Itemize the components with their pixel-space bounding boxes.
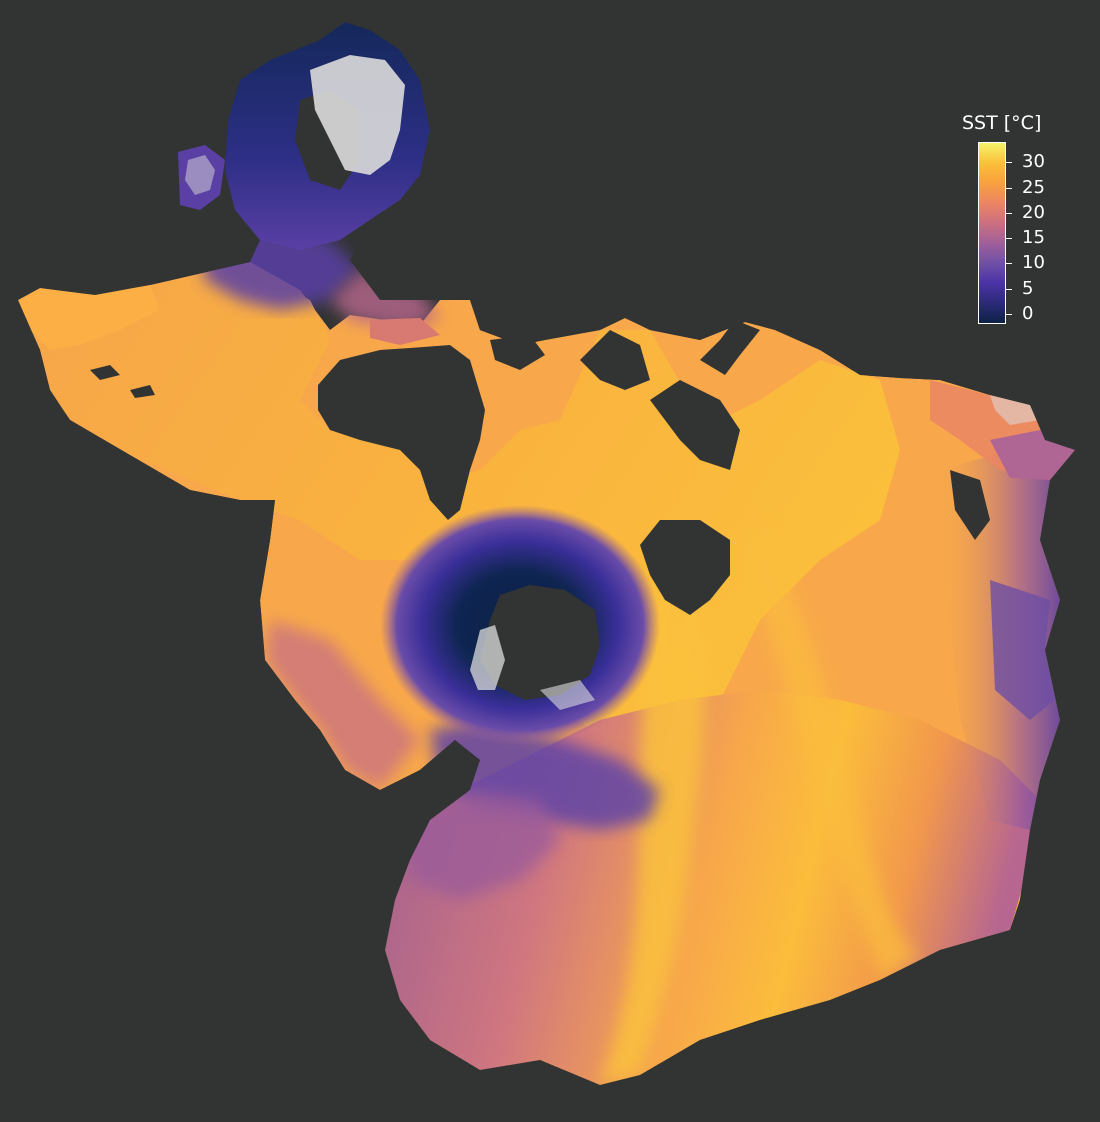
colorbar-tick-label: 20 bbox=[1022, 202, 1045, 223]
colorbar-tick bbox=[1006, 162, 1012, 163]
colorbar-tick bbox=[1006, 314, 1012, 315]
colorbar-tick-label: 15 bbox=[1022, 227, 1045, 248]
colorbar-tick-label: 25 bbox=[1022, 177, 1045, 198]
colorbar-tick bbox=[1006, 263, 1012, 264]
colorbar-tick bbox=[1006, 238, 1012, 239]
colorbar-tick bbox=[1006, 289, 1012, 290]
colorbar-tick-label: 30 bbox=[1022, 151, 1045, 172]
hudson-bay-ice bbox=[185, 155, 215, 195]
colorbar-tick-label: 5 bbox=[1022, 278, 1034, 299]
colorbar bbox=[978, 142, 1006, 324]
colorbar-tick-label: 0 bbox=[1022, 303, 1034, 324]
colorbar-tick-label: 10 bbox=[1022, 252, 1045, 273]
colorbar-title: SST [°C] bbox=[962, 112, 1042, 134]
colorbar-tick bbox=[1006, 188, 1012, 189]
colorbar-tick bbox=[1006, 213, 1012, 214]
